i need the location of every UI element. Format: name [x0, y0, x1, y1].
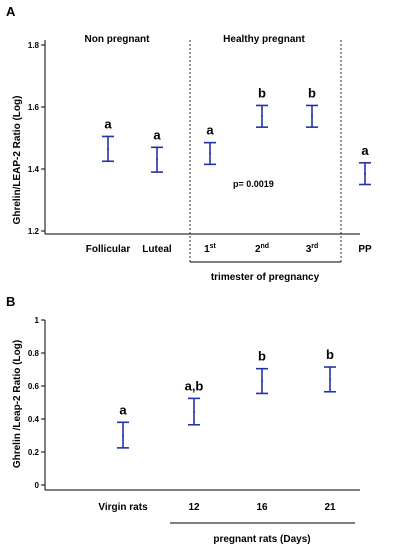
significance-letter: a	[104, 116, 112, 131]
mean-point	[261, 380, 263, 383]
mean-point	[193, 410, 195, 413]
significance-letter: a,b	[185, 378, 204, 393]
significance-letter: a	[206, 123, 214, 138]
mean-point	[329, 378, 331, 381]
x-category-label: PP	[358, 244, 372, 255]
panel-b-x-categories: Virgin rats 12 16 21	[98, 502, 336, 513]
y-tick-label: 0	[35, 481, 40, 490]
x-category-label: Luteal	[142, 244, 172, 255]
mean-point	[364, 172, 366, 175]
x-category-label: 3rd	[306, 243, 319, 255]
y-tick-label: 1.6	[28, 103, 40, 112]
panel-a-x-categories: Follicular Luteal 1st 2nd 3rd PP	[86, 243, 372, 255]
y-tick-label: 0.8	[28, 349, 40, 358]
y-tick-label: 0.6	[28, 382, 40, 391]
significance-letter: a	[153, 127, 161, 142]
x-category-label: Virgin rats	[98, 502, 148, 513]
mean-point	[122, 434, 124, 437]
panel-a-y-axis-label: Ghrelin/LEAP-2 Ratio (Log)	[12, 96, 23, 225]
significance-letter: b	[308, 85, 316, 100]
significance-letter: b	[258, 85, 266, 100]
y-tick-label: 1.2	[28, 227, 40, 236]
panel-b-pregnant-label: pregnant rats (Days)	[213, 534, 310, 545]
x-category-label: 16	[256, 502, 268, 513]
significance-letter: a	[361, 143, 369, 158]
mean-point	[107, 147, 109, 150]
y-tick-label: 0.4	[28, 415, 40, 424]
y-tick-label: 1.4	[28, 165, 40, 174]
x-category-label: 12	[188, 502, 200, 513]
significance-letter: a	[119, 402, 127, 417]
panel-a-section-nonpregnant: Non pregnant	[85, 34, 151, 45]
panel-b-y-ticks: 0 0.2 0.4 0.6 0.8 1	[28, 316, 45, 490]
y-tick-label: 1	[35, 316, 40, 325]
panel-a: A Ghrelin/LEAP-2 Ratio (Log) 1.21.41.61.…	[6, 4, 372, 283]
panel-b-marks: a a,b b b	[117, 347, 336, 449]
x-category-label: 21	[324, 502, 336, 513]
significance-letter: b	[326, 347, 334, 362]
panel-a-letter: A	[6, 4, 16, 19]
y-tick-label: 1.8	[28, 41, 40, 50]
mean-point	[261, 115, 263, 118]
mean-point	[311, 115, 313, 118]
mean-point	[209, 152, 211, 155]
panel-a-y-ticks: 1.2 1.4 1.6 1.8	[28, 41, 45, 236]
panel-b: B Ghrelin /Leap-2 Ratio (Log) 0 0.2 0.4 0.6…	[6, 294, 360, 545]
panel-a-section-pregnant: Healthy pregnant	[223, 34, 305, 45]
x-category-label: 2nd	[255, 243, 269, 255]
mean-point	[156, 158, 158, 161]
panel-a-p-value: p= 0.0019	[233, 179, 274, 189]
significance-letter: b	[258, 349, 266, 364]
x-category-label: Follicular	[86, 244, 131, 255]
panel-a-trimester-label: trimester of pregnancy	[211, 272, 320, 283]
panel-b-y-axis-label: Ghrelin /Leap-2 Ratio (Log)	[12, 340, 23, 468]
panel-b-letter: B	[6, 294, 15, 309]
x-category-label: 1st	[204, 243, 216, 255]
panel-a-marks: a a a b b a	[102, 85, 371, 186]
y-tick-label: 0.2	[28, 448, 40, 457]
